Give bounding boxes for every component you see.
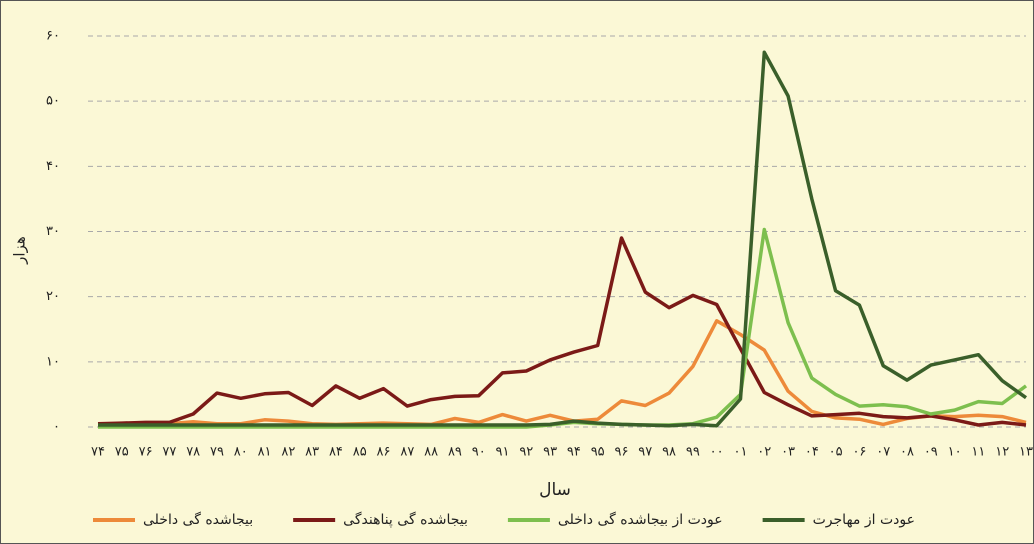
x-tick-label: ۹۹	[686, 445, 700, 460]
x-tick-label: ۰۷	[876, 445, 890, 460]
x-tick-label: ۰۳	[781, 445, 795, 460]
x-tick-label: ۰۱	[733, 445, 747, 460]
x-tick-label: ۷۷	[162, 445, 176, 460]
x-tick-label: ۰۴	[805, 445, 819, 460]
x-tick-label: ۸۳	[305, 445, 319, 460]
x-tick-label: ۹۲	[519, 445, 533, 460]
series-line	[98, 319, 1027, 427]
x-tick-label: ۹۵	[591, 445, 605, 460]
y-tick-label: ۴۰	[46, 159, 60, 174]
legend-label: عودت از بیجاشده گی داخلی	[558, 511, 723, 528]
x-tick-label: ۸۵	[353, 445, 367, 460]
x-tick-label: ۷۹	[210, 445, 224, 460]
y-axis-label: هزار	[11, 236, 29, 265]
x-tick-label: ۹۰	[472, 445, 486, 460]
x-tick-label: ۱۲	[995, 445, 1009, 460]
x-tick-label: ۰۸	[900, 445, 914, 460]
x-tick-label: ۰۰	[710, 445, 724, 460]
x-tick-label: ۰۶	[852, 445, 866, 460]
x-tick-label: ۱۰	[948, 445, 962, 460]
series-line	[98, 50, 1028, 428]
x-tick-label: ۸۷	[400, 445, 414, 460]
legend-label: عودت از مهاجرت	[813, 512, 915, 528]
x-tick-label: ۰۲	[757, 445, 771, 460]
legend-label: بیجاشده گی داخلی	[143, 511, 253, 528]
x-tick-label: ۱۳	[1019, 445, 1033, 460]
y-tick-label: ۵۰	[46, 94, 60, 109]
x-tick-label: ۹۱	[496, 445, 510, 460]
y-tick-label: ۲۰	[46, 289, 60, 304]
x-tick-label: ۸۱	[258, 445, 272, 460]
x-tick-label: ۹۴	[567, 445, 581, 460]
y-tick-label: ۳۰	[46, 224, 60, 239]
x-tick-label: ۹۶	[615, 445, 629, 460]
x-tick-label: ۰۹	[924, 445, 938, 460]
y-tick-label: ۶۰	[46, 29, 60, 44]
x-tick-label: ۸۹	[448, 445, 462, 460]
y-tick-label: ۰	[53, 420, 60, 435]
x-tick-label: ۹۳	[543, 445, 557, 460]
x-tick-label: ۷۴	[91, 445, 105, 460]
x-tick-label: ۸۶	[377, 445, 391, 460]
x-tick-label: ۸۴	[329, 445, 343, 460]
x-tick-label: ۱۱	[971, 445, 985, 460]
y-tick-label: ۱۰	[46, 354, 60, 369]
x-tick-label: ۹۸	[662, 445, 676, 460]
x-axis-label: سال	[539, 480, 571, 500]
x-tick-label: ۹۷	[638, 445, 652, 460]
x-tick-label: ۸۸	[424, 445, 438, 460]
x-tick-label: ۷۸	[186, 445, 200, 460]
x-tick-label: ۷۶	[139, 445, 153, 460]
series-line	[97, 236, 1027, 427]
legend-label: بیجاشده گی پناهندگی	[343, 511, 468, 528]
x-tick-label: ۰۵	[829, 445, 843, 460]
x-tick-label: ۸۰	[234, 445, 248, 460]
x-tick-label: ۸۲	[281, 445, 295, 460]
x-tick-label: ۷۵	[115, 445, 129, 460]
